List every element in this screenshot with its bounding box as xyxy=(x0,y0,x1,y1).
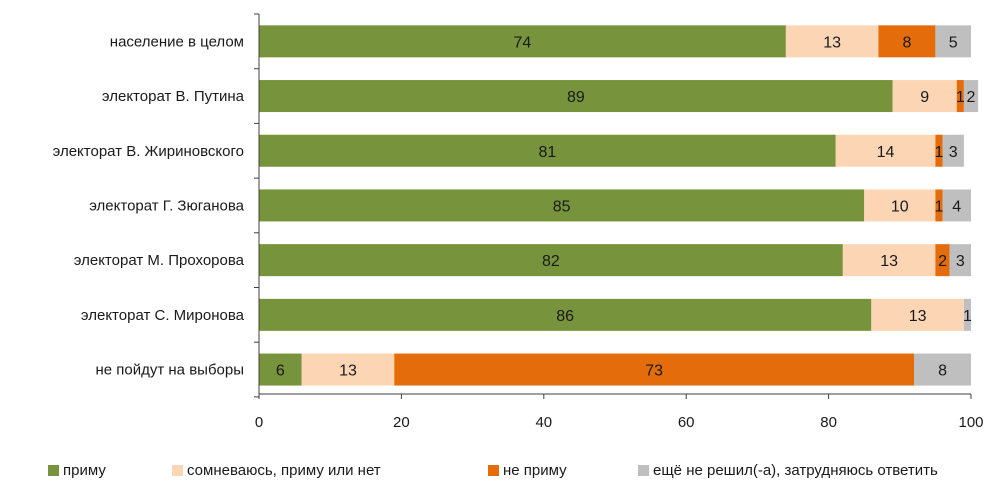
bar-segment xyxy=(956,80,964,113)
x-tick-label: 100 xyxy=(958,414,983,431)
data-label: 1 xyxy=(935,198,944,215)
data-label: 85 xyxy=(553,198,571,215)
bar-segment xyxy=(878,25,936,58)
bar-segment xyxy=(259,353,302,386)
category-label: электорат В. Жириновского xyxy=(53,143,244,160)
legend-item: сомневаюсь, приму или нет xyxy=(172,462,381,479)
data-label: 8 xyxy=(938,363,947,380)
bar-segment xyxy=(871,298,964,331)
bar-segment xyxy=(259,80,893,113)
data-label: 13 xyxy=(880,253,898,270)
data-label: 82 xyxy=(542,253,560,270)
legend-swatch xyxy=(638,465,649,476)
bars-group xyxy=(259,25,979,386)
legend-label: сомневаюсь, приму или нет xyxy=(187,462,381,479)
legend-item: не приму xyxy=(488,462,567,479)
data-label: 14 xyxy=(877,144,895,161)
x-tick-label: 0 xyxy=(255,414,263,431)
bar-segment xyxy=(963,298,971,331)
bar-segment xyxy=(935,25,971,58)
data-label: 13 xyxy=(909,308,927,325)
legend-swatch xyxy=(488,465,499,476)
bar-segment xyxy=(785,25,879,58)
data-label: 81 xyxy=(538,144,556,161)
bar-segment xyxy=(835,134,936,167)
data-label: 74 xyxy=(514,34,532,51)
bar-segment xyxy=(935,134,943,167)
data-label: 13 xyxy=(339,363,357,380)
x-tick-label: 20 xyxy=(393,414,410,431)
bar-segment xyxy=(842,244,936,277)
data-label: 3 xyxy=(956,253,965,270)
bar-segment xyxy=(259,244,843,277)
data-label: 3 xyxy=(949,144,958,161)
category-label: электорат М. Прохорова xyxy=(74,252,245,269)
legend-label: не приму xyxy=(503,462,567,479)
legend-label: ещё не решил(-а), затрудняюсь ответить xyxy=(653,462,938,479)
bar-segment xyxy=(963,80,979,113)
data-label: 2 xyxy=(967,89,976,106)
data-label: 86 xyxy=(556,308,574,325)
bar-segment xyxy=(942,134,964,167)
data-label: 5 xyxy=(949,34,958,51)
data-label: 1 xyxy=(935,144,944,161)
data-label: 13 xyxy=(823,34,841,51)
data-label: 6 xyxy=(276,363,285,380)
axes-group xyxy=(254,13,972,399)
bar-segment xyxy=(259,298,872,331)
category-label: электорат С. Миронова xyxy=(81,307,245,324)
bar-segment xyxy=(259,134,836,167)
data-label: 4 xyxy=(952,198,961,215)
data-label: 73 xyxy=(645,363,663,380)
x-tick-label: 80 xyxy=(820,414,837,431)
x-tick-label: 60 xyxy=(678,414,695,431)
bar-segment xyxy=(935,189,943,222)
bar-segment xyxy=(935,244,950,277)
bar-segment xyxy=(864,189,936,222)
bar-segment xyxy=(892,80,957,113)
bar-segment xyxy=(394,353,915,386)
data-label: 89 xyxy=(567,89,585,106)
data-label: 2 xyxy=(938,253,947,270)
bar-segment xyxy=(259,25,786,58)
bar-segment xyxy=(914,353,971,386)
data-label: 1 xyxy=(963,308,972,325)
legend-item: приму xyxy=(48,462,106,479)
data-label: 1 xyxy=(956,89,965,106)
data-label: 8 xyxy=(902,34,911,51)
legend-swatch xyxy=(172,465,183,476)
legend-swatch xyxy=(48,465,59,476)
legend-label: приму xyxy=(63,462,106,479)
data-label: 9 xyxy=(920,89,929,106)
category-label: население в целом xyxy=(110,33,244,50)
category-label: не пойдут на выборы xyxy=(95,362,244,379)
legend: приму сомневаюсь, приму или нет не приму ещ… xyxy=(0,462,997,486)
bar-segment xyxy=(942,189,971,222)
x-tick-label: 40 xyxy=(535,414,552,431)
bar-segment xyxy=(259,189,865,222)
bar-segment xyxy=(949,244,971,277)
category-label: электорат В. Путина xyxy=(102,88,245,105)
bar-segment xyxy=(301,353,395,386)
category-label: электорат Г. Зюганова xyxy=(89,197,244,214)
data-label: 10 xyxy=(891,198,909,215)
legend-item: ещё не решил(-а), затрудняюсь ответить xyxy=(638,462,938,479)
